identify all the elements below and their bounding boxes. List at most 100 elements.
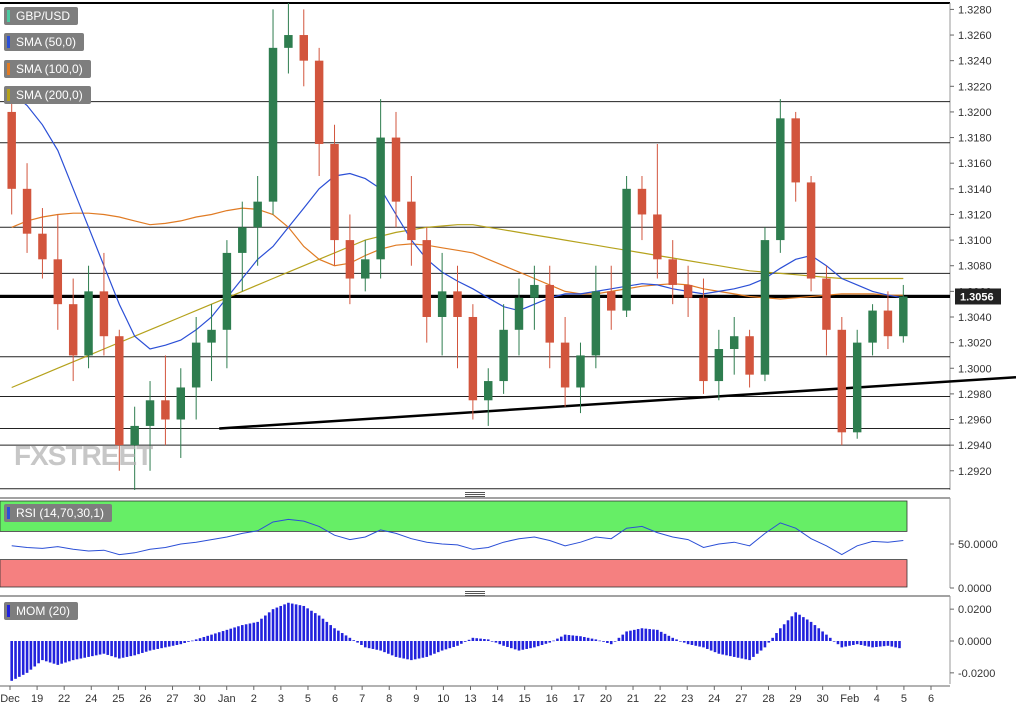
mom-bar	[475, 638, 479, 641]
mom-bar	[98, 641, 102, 655]
candle-body	[607, 291, 616, 311]
mom-bar	[271, 609, 275, 641]
mom-tick-label: 0.0200	[958, 604, 992, 616]
mom-bar	[583, 637, 586, 641]
mom-bar	[340, 633, 344, 641]
mom-bar	[279, 605, 283, 641]
price-tick-label: 1.2940	[958, 440, 992, 452]
price-tick-label: 1.3120	[958, 209, 992, 221]
mom-bar	[755, 641, 759, 654]
mom-bar	[29, 641, 33, 670]
candle-body	[776, 118, 785, 241]
legend-sma50[interactable]: SMA (50,0)	[4, 33, 85, 51]
mom-bar	[798, 614, 801, 641]
candle-body	[499, 329, 508, 382]
rsi-tick-label: 50.0000	[958, 539, 998, 551]
mom-bar	[613, 641, 617, 642]
mom-bar	[863, 641, 867, 646]
candle-body	[38, 233, 47, 260]
mom-bar	[129, 641, 133, 657]
x-tick-label: 21	[627, 693, 639, 705]
mom-bar	[110, 641, 113, 657]
candle-body	[284, 35, 293, 48]
mom-bar	[517, 641, 521, 651]
mom-bar	[18, 641, 21, 677]
mom-bar	[513, 641, 517, 650]
candle-body	[514, 297, 524, 330]
x-tick-label: 22	[654, 693, 666, 705]
mom-bar	[83, 641, 87, 658]
mom-swatch-icon	[7, 605, 10, 617]
mom-bar	[121, 641, 125, 658]
mom-bar	[398, 641, 402, 658]
candle-body	[453, 291, 462, 317]
mom-bar	[106, 641, 110, 655]
x-tick-label: 27	[166, 693, 178, 705]
legend-sma100[interactable]: SMA (100,0)	[4, 60, 91, 78]
mom-bar	[421, 641, 425, 658]
mom-bar	[894, 641, 897, 648]
candle-body	[653, 214, 662, 260]
mom-bar	[636, 629, 640, 641]
mom-bar	[886, 641, 890, 646]
candle-body	[299, 35, 308, 61]
mom-bar	[713, 641, 717, 653]
mom-bar	[390, 641, 394, 656]
mom-bar	[852, 641, 855, 645]
legend-sma200[interactable]: SMA (200,0)	[4, 86, 91, 104]
legend-mom[interactable]: MOM (20)	[4, 602, 78, 620]
legend-mom-label: MOM (20)	[16, 604, 70, 618]
mom-bar	[460, 641, 463, 644]
x-tick-label: 6	[928, 693, 934, 705]
mom-bar	[164, 641, 167, 648]
symbol-swatch-icon	[7, 10, 10, 22]
mom-bar	[425, 641, 429, 657]
panel-resize-handle	[465, 494, 485, 495]
x-tick-label: 16	[546, 693, 558, 705]
mom-bar	[606, 641, 609, 643]
mom-bar	[640, 628, 644, 641]
mom-bar	[752, 641, 755, 657]
mom-bar	[352, 640, 356, 641]
mom-bar	[502, 641, 505, 646]
candle-body	[545, 284, 554, 343]
candle-body	[714, 349, 724, 382]
mom-bar	[440, 641, 444, 651]
mom-bar	[429, 641, 432, 656]
mom-bar	[433, 641, 436, 654]
mom-bar	[329, 625, 332, 641]
mom-bar	[133, 641, 136, 656]
candle-body	[422, 240, 431, 317]
mom-bar	[671, 637, 675, 641]
candle-body	[883, 310, 893, 337]
mom-bar	[217, 632, 221, 641]
mom-bar	[179, 641, 183, 645]
mom-bar	[283, 604, 286, 641]
candle-body	[822, 278, 831, 330]
candle-body	[699, 297, 708, 382]
panel-dividers[interactable]	[465, 492, 485, 596]
price-tick-label: 1.3160	[958, 158, 992, 170]
mom-bar	[221, 631, 225, 641]
mom-bar	[632, 629, 636, 641]
mom-bar	[348, 637, 352, 641]
rsi-line	[11, 518, 904, 556]
legend-symbol[interactable]: GBP/USD	[4, 7, 79, 25]
mom-bar	[744, 641, 748, 660]
rsi-tick-label: 0.0000	[958, 583, 992, 595]
x-tick-label: 24	[708, 693, 720, 705]
mom-bar	[413, 641, 417, 660]
mom-tick-label: 0.0000	[958, 636, 992, 648]
candle-body	[576, 355, 585, 388]
mom-bar	[71, 641, 75, 661]
mom-bar	[617, 637, 621, 641]
mom-bar	[663, 633, 667, 641]
legend-rsi[interactable]: RSI (14,70,30,1)	[4, 504, 113, 522]
price-tick-label: 1.3260	[958, 30, 992, 42]
mom-bar	[379, 641, 382, 651]
mom-bar	[183, 641, 186, 643]
mom-bar	[114, 641, 117, 658]
mom-bar	[406, 641, 409, 660]
mom-bar	[383, 641, 386, 653]
